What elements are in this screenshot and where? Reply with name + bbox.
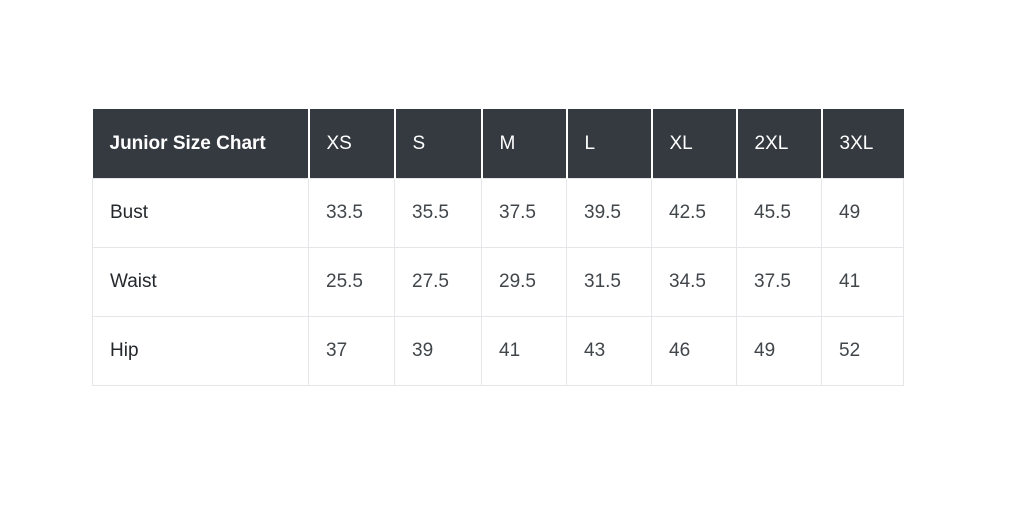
row-label-bust: Bust (92, 178, 309, 248)
size-header-l: L (565, 109, 652, 179)
row-label-waist: Waist (92, 247, 309, 317)
table-row-hip: Hip 37 39 41 43 46 49 52 (92, 316, 904, 386)
junior-size-chart-table: Junior Size Chart XS S M L XL 2XL 3XL Bu… (92, 109, 904, 386)
hip-value-s: 39 (394, 316, 482, 386)
table-row-waist: Waist 25.5 27.5 29.5 31.5 34.5 37.5 41 (92, 247, 904, 317)
size-header-xl: XL (650, 109, 737, 179)
waist-value-s: 27.5 (394, 247, 482, 317)
table-row-bust: Bust 33.5 35.5 37.5 39.5 42.5 45.5 49 (92, 178, 904, 248)
hip-value-xl: 46 (651, 316, 737, 386)
size-header-s: S (393, 109, 482, 179)
bust-value-2xl: 45.5 (736, 178, 822, 248)
hip-value-2xl: 49 (736, 316, 822, 386)
hip-value-xs: 37 (308, 316, 395, 386)
waist-value-l: 31.5 (566, 247, 652, 317)
row-label-hip: Hip (92, 316, 309, 386)
waist-value-xs: 25.5 (308, 247, 395, 317)
size-header-xs: XS (307, 109, 395, 179)
bust-value-xs: 33.5 (308, 178, 395, 248)
bust-value-l: 39.5 (566, 178, 652, 248)
waist-value-xl: 34.5 (651, 247, 737, 317)
size-header-m: M (480, 109, 567, 179)
bust-value-m: 37.5 (481, 178, 567, 248)
size-header-3xl: 3XL (820, 109, 904, 179)
hip-value-m: 41 (481, 316, 567, 386)
bust-value-xl: 42.5 (651, 178, 737, 248)
table-header-row: Junior Size Chart XS S M L XL 2XL 3XL (92, 109, 904, 179)
waist-value-2xl: 37.5 (736, 247, 822, 317)
hip-value-l: 43 (566, 316, 652, 386)
waist-value-3xl: 41 (821, 247, 904, 317)
waist-value-m: 29.5 (481, 247, 567, 317)
table-title: Junior Size Chart (92, 109, 309, 179)
bust-value-3xl: 49 (821, 178, 904, 248)
hip-value-3xl: 52 (821, 316, 904, 386)
size-header-2xl: 2XL (735, 109, 822, 179)
bust-value-s: 35.5 (394, 178, 482, 248)
